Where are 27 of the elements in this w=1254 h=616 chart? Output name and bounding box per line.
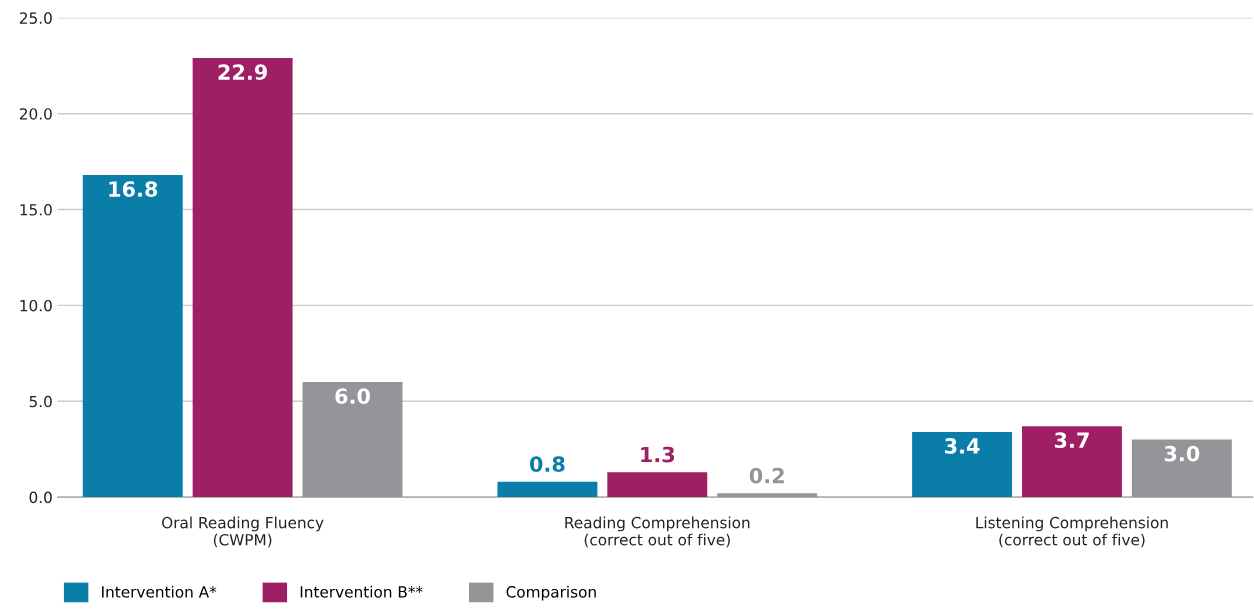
legend-label: Intervention A* bbox=[102, 585, 217, 598]
bar bbox=[497, 481, 598, 498]
bar bbox=[192, 58, 293, 498]
data-label: 6.0 bbox=[335, 388, 370, 404]
data-label: 16.8 bbox=[109, 181, 158, 197]
data-label: 3.7 bbox=[1054, 432, 1089, 449]
y-tick-label: 20.0 bbox=[19, 108, 52, 120]
legend-label: Intervention B** bbox=[300, 585, 423, 598]
x-tick-label: Oral Reading Fluency (CWPM) bbox=[162, 516, 324, 548]
data-label: 0.8 bbox=[529, 456, 565, 472]
legend-label: Comparison bbox=[506, 585, 596, 601]
bar bbox=[1021, 426, 1122, 498]
x-tick-label: Listening Comprehension (correct out of five) bbox=[976, 516, 1168, 548]
y-tick-label: 15.0 bbox=[20, 204, 52, 216]
data-label: 0.2 bbox=[749, 467, 784, 484]
bar bbox=[912, 431, 1013, 498]
y-tick-label: 5.0 bbox=[29, 395, 52, 408]
data-label: 22.9 bbox=[218, 64, 267, 80]
data-label: 1.3 bbox=[641, 446, 675, 463]
bar bbox=[82, 175, 183, 498]
y-tick-label: 10.0 bbox=[20, 299, 52, 312]
data-label: 3.4 bbox=[945, 438, 980, 454]
y-tick-label: 25.0 bbox=[19, 12, 52, 24]
bar bbox=[607, 472, 708, 498]
data-label: 3.0 bbox=[1164, 445, 1200, 462]
y-tick-label: 0.0 bbox=[29, 491, 52, 504]
x-tick-label: Reading Comprehension (correct out of five) bbox=[565, 516, 750, 548]
